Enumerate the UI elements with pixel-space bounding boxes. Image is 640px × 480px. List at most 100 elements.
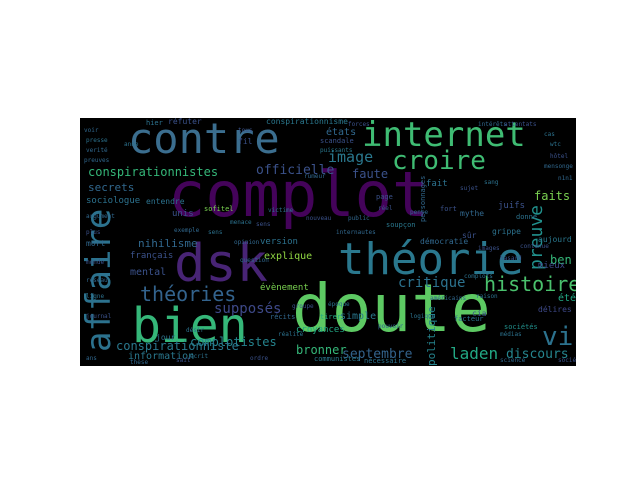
word-conspirationniste: conspirationniste [116, 339, 239, 353]
word-dsk: dsk [174, 234, 268, 294]
word-conspirationnisme: conspirationnisme [266, 118, 348, 126]
word-small: forces [348, 121, 370, 128]
word-conspirationnistes: conspirationnistes [88, 165, 219, 179]
word-societes: sociétés [504, 323, 538, 331]
word-fait: fait [426, 179, 448, 189]
word-small: pouvoir [378, 323, 404, 330]
word-bien: bien [132, 298, 248, 354]
word-small: réel [378, 205, 393, 212]
word-fort: fort [440, 205, 457, 213]
word-mort: mort [86, 239, 106, 248]
word-bronner: bronner [296, 343, 347, 357]
word-small: anne [124, 141, 139, 148]
word-small: sang [484, 179, 499, 186]
word-contre: contre [128, 118, 280, 163]
word-small: tous [238, 127, 253, 134]
word-small: sait [176, 357, 191, 364]
word-small: groupe [292, 303, 314, 310]
word-discours: discours [506, 347, 569, 362]
word-donne: donne [516, 213, 538, 221]
word-laden: laden [450, 344, 499, 363]
word-theories: théories [140, 282, 237, 306]
word-faute: faute [352, 167, 389, 181]
word-ben: ben [550, 253, 572, 267]
word-small: nouveau [306, 215, 332, 222]
word-sofitel: sofitel [204, 205, 234, 213]
word-small: désir [186, 327, 205, 334]
word-small: wtc [550, 141, 561, 148]
word-small: hasard [500, 255, 522, 262]
word-small: question [240, 257, 269, 264]
word-small: complots [464, 273, 493, 280]
word-etats: états [326, 127, 357, 138]
word-histoire: histoire [484, 272, 576, 296]
word-small: ordre [250, 355, 269, 362]
word-sur: sûr [462, 231, 477, 240]
word-delires: délires [538, 305, 572, 314]
word-mythe: mythe [460, 209, 485, 218]
word-sociologue: sociologue [86, 196, 141, 206]
word-small: victime [268, 207, 294, 214]
word-explique: explique [264, 251, 313, 262]
word-jour: jour [156, 333, 176, 342]
word-simple: simple [340, 311, 377, 322]
word-facteur: facteur [454, 315, 484, 323]
word-croyances: croyances [296, 325, 345, 335]
word-small: pense [410, 209, 429, 216]
word-grippe: grippe [492, 227, 521, 236]
word-unis: unis [172, 209, 194, 219]
word-small: écrit [190, 353, 209, 360]
word-small: américains [430, 295, 467, 302]
word-small: opinion [234, 239, 260, 246]
word-small: menace [230, 219, 252, 226]
word-mieux: mieux [538, 261, 566, 271]
word-small: ans [86, 355, 97, 362]
word-entendre: entendre [146, 197, 185, 206]
word-aujourd: aujourd [538, 235, 572, 244]
word-small: sens [256, 221, 271, 228]
word-version: version [260, 237, 298, 247]
word-croire: croire [392, 146, 486, 176]
word-hier: hier [146, 119, 163, 127]
word-theorie: théorie [338, 234, 524, 285]
word-complotistes: complotistes [190, 335, 277, 349]
word-image: image [328, 148, 374, 166]
word-small: internautes [336, 229, 376, 236]
word-officielle: officielle [256, 163, 335, 178]
word-small: plus [86, 229, 101, 236]
word-septembre: septembre [342, 347, 413, 362]
word-small: société [558, 357, 576, 364]
word-small: preuves [84, 157, 110, 164]
word-evenement: évènement [260, 283, 309, 293]
word-small: raison [476, 293, 498, 300]
word-small: argument [86, 213, 115, 220]
word-page: page [376, 193, 393, 201]
word-recits: récits [270, 313, 296, 321]
word-communistes: communistes [314, 355, 361, 363]
word-critique: critique [398, 275, 466, 291]
word-scandale: scandale [320, 137, 354, 145]
word-cloud: complot doute contre bien internet dsk t… [80, 118, 576, 366]
word-doute: doute [292, 270, 491, 347]
word-necessaire: nécessaire [364, 357, 407, 365]
word-small: cas [544, 131, 555, 138]
word-francais: français [130, 251, 174, 261]
word-small: verité [86, 147, 108, 154]
word-small: science [500, 357, 526, 364]
word-puissants: puissants [320, 147, 353, 154]
word-secrets: secrets [88, 181, 135, 194]
word-vis: vis [542, 322, 576, 352]
word-small: public [348, 215, 370, 222]
word-information: information [128, 351, 195, 362]
word-small: médias [500, 331, 522, 338]
word-small: ligne [86, 293, 105, 300]
word-small: réseau [86, 277, 108, 284]
word-democratie: démocratie [420, 237, 469, 246]
word-internet: internet [362, 118, 526, 155]
word-small: contenue [520, 243, 549, 250]
word-mental: mental [130, 267, 167, 278]
word-refuter: réfuter [168, 118, 202, 126]
word-small: exemple [174, 227, 200, 234]
word-small: mensonge [544, 163, 573, 170]
word-small: n1n1 [558, 175, 573, 182]
